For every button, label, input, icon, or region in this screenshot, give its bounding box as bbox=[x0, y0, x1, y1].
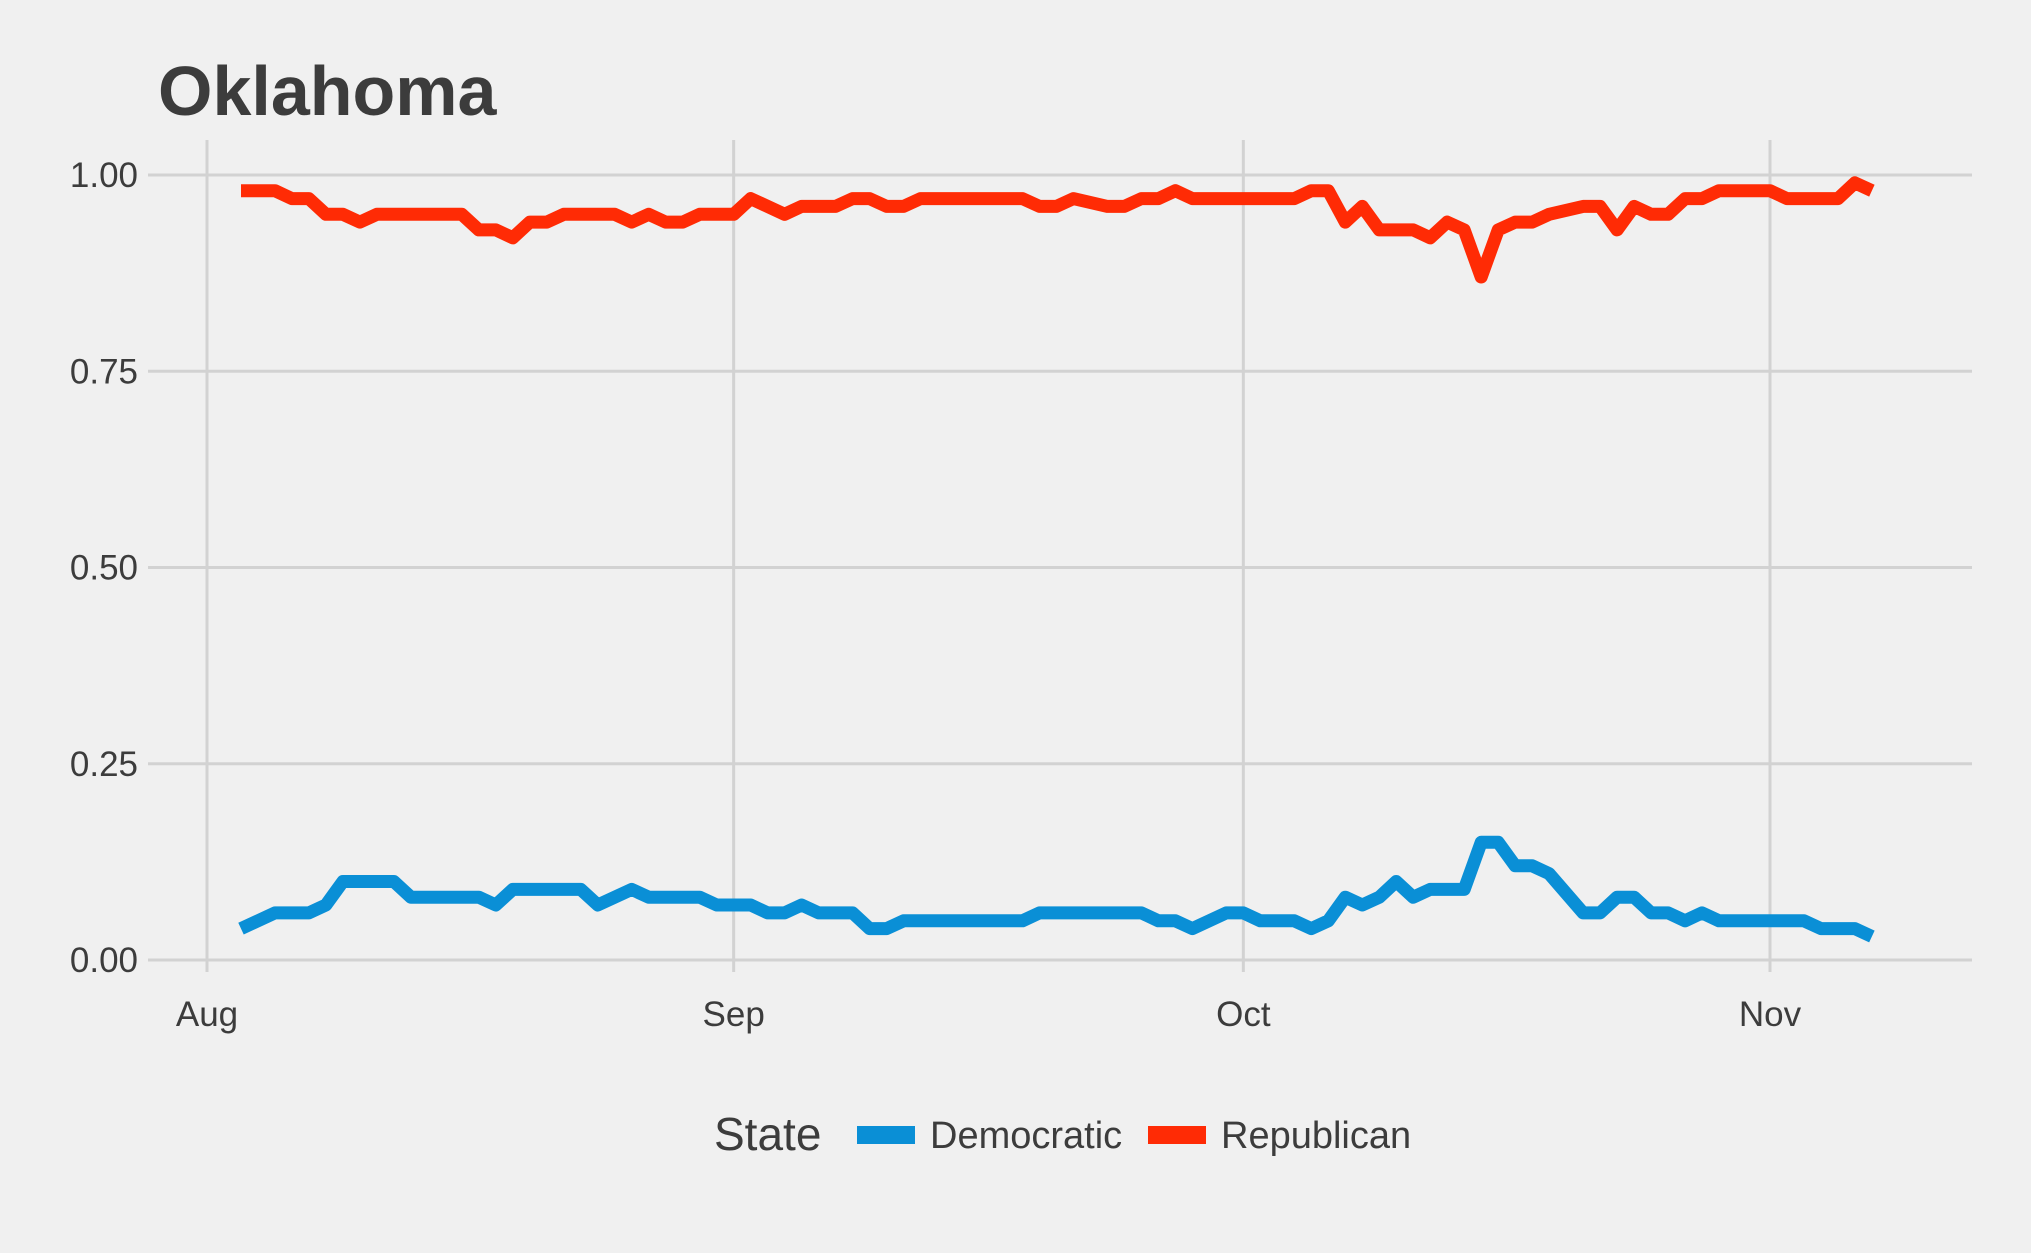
x-tick-label: Nov bbox=[1739, 995, 1802, 1034]
x-tick-label: Sep bbox=[703, 995, 765, 1034]
y-tick-label: 0.00 bbox=[70, 941, 138, 980]
series-line-democratic bbox=[238, 835, 1875, 943]
y-tick-label: 0.50 bbox=[70, 549, 138, 588]
legend-title: State bbox=[714, 1108, 821, 1160]
x-tick-label: Aug bbox=[176, 995, 238, 1034]
y-tick-label: 0.75 bbox=[70, 352, 138, 391]
legend: State Democratic Republican bbox=[714, 1108, 1411, 1160]
grid bbox=[160, 140, 1972, 962]
x-tick-label: Oct bbox=[1216, 995, 1271, 1034]
series-lines bbox=[238, 176, 1875, 943]
legend-label-republican: Republican bbox=[1221, 1115, 1411, 1157]
chart-title: Oklahoma bbox=[158, 52, 498, 130]
series-line-republican bbox=[241, 176, 1875, 284]
axes: 0.00 0.25 0.50 0.75 1.00 Aug Sep Oct Nov bbox=[70, 156, 1802, 1034]
y-tick-label: 1.00 bbox=[70, 156, 138, 195]
legend-label-democratic: Democratic bbox=[930, 1115, 1122, 1157]
y-tick-label: 0.25 bbox=[70, 745, 138, 784]
